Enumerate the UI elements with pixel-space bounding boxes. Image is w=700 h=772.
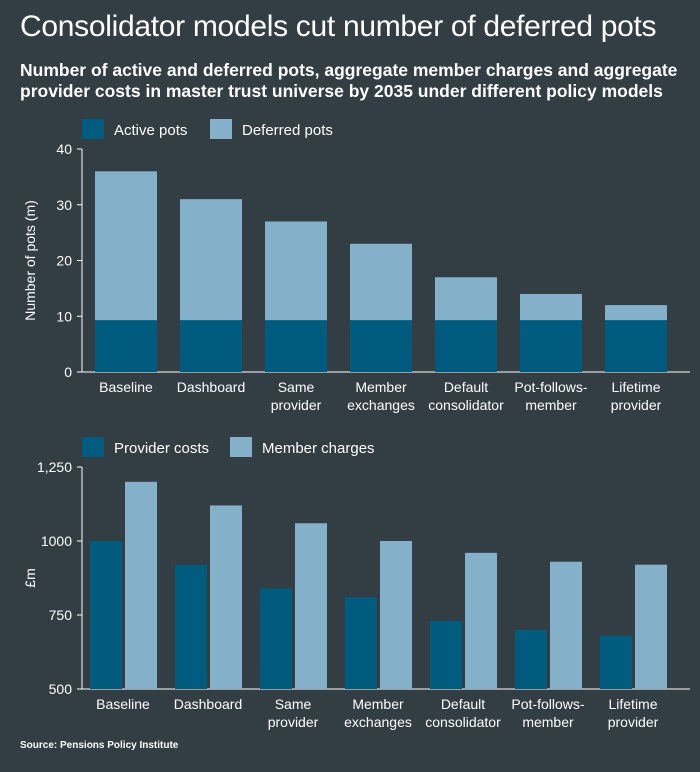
pots-x-tick-line: Default <box>444 379 488 395</box>
costs-y-tick-label: 500 <box>49 681 73 697</box>
pots-x-tick-line: Member <box>355 379 407 395</box>
costs-x-tick-line: Same <box>275 696 312 712</box>
costs-x-tick-label: Lifetime provider <box>608 696 659 730</box>
costs-y-tick-label: 1000 <box>41 533 72 549</box>
costs-x-tick-line: Baseline <box>96 696 150 712</box>
pots-x-tick-line: Dashboard <box>177 379 246 395</box>
costs-legend-label-2: Member charges <box>262 440 375 457</box>
pots-x-tick-label: Member exchanges <box>347 379 415 413</box>
costs-x-tick-label: Pot-follows-member <box>511 696 584 730</box>
pots-x-tick-line: provider <box>271 397 322 413</box>
pots-bar-deferred <box>520 293 582 321</box>
costs-bar-member <box>465 552 497 689</box>
costs-legend-label-1: Provider costs <box>114 440 209 457</box>
pots-x-tick-line: Pot-follows- <box>514 379 587 395</box>
pots-bar-deferred <box>95 171 157 321</box>
costs-bar-provider <box>260 588 292 689</box>
pots-bar-active <box>520 320 582 372</box>
pots-y-axis-label: Number of pots (m) <box>22 200 38 321</box>
costs-x-tick-line: Member <box>352 696 404 712</box>
costs-y-tick-label: 750 <box>49 607 73 623</box>
costs-x-tick-line: member <box>522 714 574 730</box>
source-note: Source: Pensions Policy Institute <box>20 740 179 751</box>
costs-x-tick-line: exchanges <box>344 714 412 730</box>
pots-bar-deferred <box>180 199 242 321</box>
costs-bar-member <box>635 564 667 689</box>
pots-x-tick-line: Lifetime <box>611 379 660 395</box>
costs-legend-swatch-2 <box>230 437 252 457</box>
costs-bar-provider <box>345 597 377 689</box>
pots-bar-deferred <box>435 277 497 321</box>
pots-y-tick-label: 20 <box>56 253 72 269</box>
costs-bar-provider <box>90 541 122 689</box>
costs-bar-provider <box>600 635 632 689</box>
pots-x-tick-label: Default consolidator <box>428 379 504 413</box>
pots-bar-active <box>265 320 327 372</box>
pots-y-tick-label: 10 <box>56 308 72 324</box>
pots-chart: Active pots Deferred pots 0 10 20 30 40 Number … <box>22 119 690 413</box>
pots-y-tick-label: 30 <box>56 197 72 213</box>
pots-bar-active <box>435 320 497 372</box>
costs-legend-swatch-1 <box>82 437 104 457</box>
pots-bar-active <box>180 320 242 372</box>
pots-legend-swatch-2 <box>210 119 232 139</box>
costs-bar-member <box>380 541 412 689</box>
costs-bar-member <box>550 561 582 689</box>
pots-x-tick-line: Baseline <box>99 379 153 395</box>
pots-x-tick-label: Baseline <box>99 379 153 395</box>
pots-bar-deferred <box>350 243 412 321</box>
pots-x-tick-label: Dashboard <box>177 379 246 395</box>
costs-x-tick-line: Dashboard <box>174 696 243 712</box>
pots-x-tick-label: Same provider <box>271 379 322 413</box>
pots-legend-label-2: Deferred pots <box>242 122 333 139</box>
pots-x-tick-label: Lifetime provider <box>611 379 662 413</box>
pots-y-tick-label: 0 <box>64 364 72 380</box>
costs-x-tick-line: provider <box>268 714 319 730</box>
pots-x-tick-line: Same <box>278 379 315 395</box>
costs-bar-member <box>125 481 157 689</box>
costs-x-tick-line: Lifetime <box>608 696 657 712</box>
pots-x-tick-line: provider <box>611 397 662 413</box>
pots-bar-deferred <box>265 221 327 321</box>
costs-y-axis-label: £m <box>22 568 38 587</box>
costs-bar-member <box>210 505 242 689</box>
pots-bar-active <box>605 320 667 372</box>
pots-bar-deferred <box>605 305 667 321</box>
page-subtitle: Number of active and deferred pots, aggr… <box>20 60 678 101</box>
costs-y-tick-label: 1,250 <box>37 459 72 475</box>
pots-x-tick-line: member <box>525 397 577 413</box>
pots-bar-active <box>350 320 412 372</box>
costs-x-tick-label: Baseline <box>96 696 150 712</box>
costs-x-tick-label: Same provider <box>268 696 319 730</box>
page-title: Consolidator models cut number of deferr… <box>20 10 657 43</box>
pots-legend-label-1: Active pots <box>114 122 187 139</box>
pots-legend-swatch-1 <box>82 119 104 139</box>
pots-y-tick-label: 40 <box>56 141 72 157</box>
costs-x-tick-label: Member exchanges <box>344 696 412 730</box>
costs-chart: Provider costs Member charges 500 750 1000 1,… <box>22 437 690 730</box>
pots-x-tick-label: Pot-follows-member <box>514 379 587 413</box>
pots-x-tick-line: consolidator <box>428 397 504 413</box>
pots-x-tick-line: exchanges <box>347 397 415 413</box>
costs-x-tick-label: Dashboard <box>174 696 243 712</box>
costs-bar-member <box>295 523 327 689</box>
costs-bar-provider <box>515 629 547 689</box>
costs-bar-provider <box>430 620 462 689</box>
costs-x-tick-line: Default <box>441 696 485 712</box>
costs-x-tick-line: consolidator <box>425 714 501 730</box>
pots-bar-active <box>95 320 157 372</box>
costs-x-tick-line: Pot-follows- <box>511 696 584 712</box>
costs-x-tick-label: Default consolidator <box>425 696 501 730</box>
costs-bar-provider <box>175 564 207 689</box>
costs-x-tick-line: provider <box>608 714 659 730</box>
